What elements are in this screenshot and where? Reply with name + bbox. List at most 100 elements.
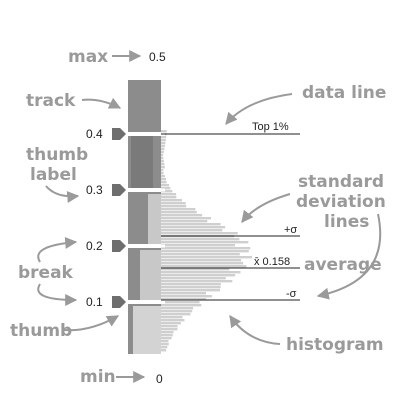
- histogram-bar: [161, 223, 221, 225]
- histogram-bar: [161, 226, 225, 228]
- histogram-bar: [161, 289, 220, 291]
- histogram: [161, 130, 252, 351]
- histogram-bar: [161, 346, 167, 348]
- histogram-bar: [161, 295, 212, 297]
- histogram-bar: [161, 199, 182, 201]
- std-annotation-1: standard: [298, 172, 384, 192]
- histogram-bar: [161, 202, 186, 204]
- histogram-bar: [161, 253, 240, 255]
- tick-label: 0.1: [86, 295, 103, 309]
- histogram-bar: [161, 241, 248, 243]
- histogram-bar: [161, 232, 238, 234]
- thumb-fill[interactable]: [140, 250, 161, 300]
- histogram-bar: [161, 340, 169, 342]
- histogram-bar: [161, 343, 169, 345]
- average-annotation: average: [304, 255, 382, 275]
- data-line-annotation: data line: [302, 83, 386, 103]
- histogram-bar: [161, 172, 164, 174]
- histogram-bar: [161, 322, 181, 324]
- histogram-bar: [161, 310, 192, 312]
- histogram-bar: [161, 229, 222, 231]
- mean-label: x̄ 0.158: [254, 256, 290, 268]
- max-annotation: max: [68, 47, 108, 67]
- max-value: 0.5: [149, 50, 166, 64]
- histogram-bar: [161, 208, 195, 210]
- thumb-label-marker[interactable]: [112, 296, 126, 308]
- histogram-bar: [161, 196, 176, 198]
- histogram-bar: [161, 256, 252, 258]
- tick-label: 0.2: [86, 239, 103, 253]
- histogram-bar: [161, 163, 164, 165]
- break-arrow-down: [38, 284, 76, 300]
- thumb-fill[interactable]: [148, 194, 161, 244]
- std-annotation-3: lines: [324, 212, 369, 232]
- histogram-bar: [161, 160, 164, 162]
- histogram-bar: [161, 136, 166, 138]
- histogram-bar: [161, 220, 207, 222]
- min-annotation: min: [80, 367, 116, 387]
- histogram-bar: [161, 292, 206, 294]
- data-line-arrow: [226, 94, 292, 124]
- histogram-bar: [161, 316, 183, 318]
- histogram-bar: [161, 217, 211, 219]
- min-value: 0: [156, 372, 163, 386]
- tick-label: 0.4: [86, 127, 103, 141]
- histogram-bar: [161, 271, 241, 273]
- histogram-bar: [161, 211, 197, 213]
- histogram-bar: [161, 274, 235, 276]
- histogram-bar: [161, 280, 232, 282]
- histogram-bar: [161, 154, 163, 156]
- histogram-bar: [161, 319, 185, 321]
- histogram-bar: [161, 325, 178, 327]
- histogram-bar: [161, 244, 235, 246]
- histogram-bar: [161, 151, 164, 153]
- track-segment: [128, 80, 161, 132]
- histogram-bar: [161, 247, 250, 249]
- thumb-label-markers: [112, 128, 126, 308]
- histogram-bar: [161, 304, 201, 306]
- histogram-bar: [161, 142, 165, 144]
- histogram-bar: [161, 148, 164, 150]
- histogram-bar: [161, 277, 226, 279]
- track-arrow: [82, 100, 120, 108]
- thumb-fill-dark: [131, 136, 153, 188]
- histogram-bar: [161, 205, 186, 207]
- histogram-bar: [161, 130, 167, 132]
- thumb-label-annotation-1: thumb: [26, 145, 88, 165]
- histogram-bar: [161, 145, 165, 147]
- thumb-label-annotation-2: label: [30, 165, 77, 185]
- thumb-label-marker[interactable]: [112, 128, 126, 140]
- histogram-bar: [161, 349, 166, 351]
- histogram-bar: [161, 259, 241, 261]
- std-annotation-2: deviation: [296, 192, 386, 212]
- thumb-fill[interactable]: [133, 306, 161, 354]
- histogram-bar: [161, 250, 249, 252]
- histogram-bar: [161, 286, 221, 288]
- histogram-bar: [161, 214, 202, 216]
- histogram-bar: [161, 262, 243, 264]
- histogram-bar: [161, 169, 163, 171]
- break-arrow-up: [38, 242, 76, 262]
- thumb-label-arrow: [46, 186, 78, 196]
- histogram-bar: [161, 265, 246, 267]
- histogram-bar: [161, 178, 166, 180]
- track-annotation: track: [26, 91, 76, 111]
- top-1pct-label: Top 1%: [252, 121, 289, 133]
- thumb-annotation: thumb: [10, 321, 72, 341]
- histogram-annotation: histogram: [286, 335, 384, 355]
- histogram-bar: [161, 313, 190, 315]
- histogram-bar: [161, 157, 163, 159]
- thumb-label-marker[interactable]: [112, 240, 126, 252]
- thumb-label-marker[interactable]: [112, 184, 126, 196]
- tick-label: 0.3: [86, 183, 103, 197]
- std-arrow-up: [242, 194, 290, 222]
- histogram-bar: [161, 334, 173, 336]
- histogram-bar: [161, 166, 165, 168]
- histogram-bar: [161, 307, 193, 309]
- plus-sigma-label: +σ: [284, 224, 297, 236]
- histogram-bar: [161, 238, 239, 240]
- histogram-arrow: [230, 316, 280, 344]
- histogram-bar: [161, 181, 167, 183]
- histogram-bar: [161, 337, 172, 339]
